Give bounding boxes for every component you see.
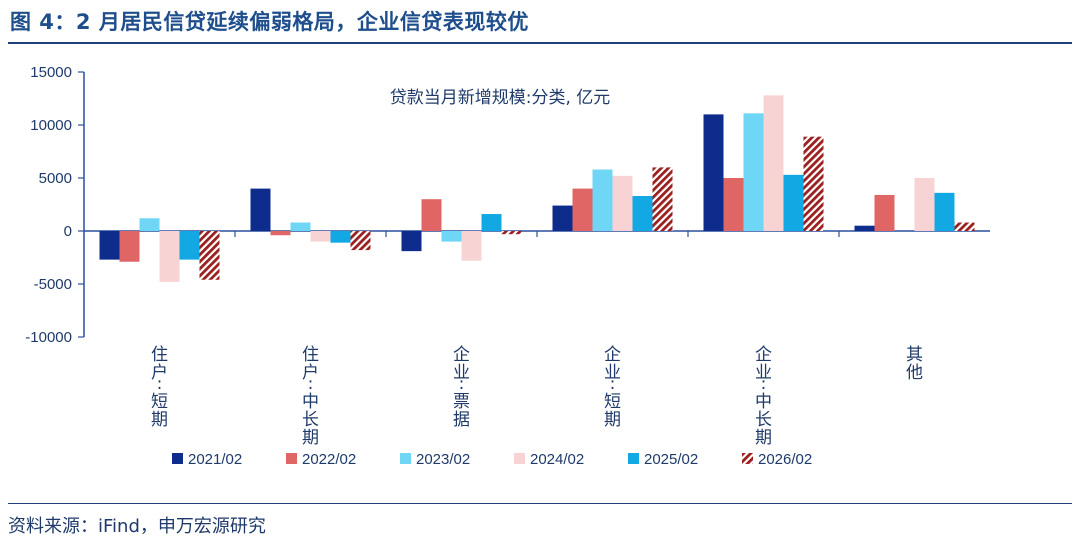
bar-2024-02-3 <box>612 175 633 231</box>
y-tick-label: -10000 <box>25 329 72 346</box>
legend-label-2025-02: 2025/02 <box>644 451 698 468</box>
bar-2025-02-3 <box>632 196 653 231</box>
bar-2024-02-5 <box>914 178 935 231</box>
x-category-label: 企业:短期 <box>604 345 621 430</box>
source-note: 资料来源：iFind，申万宏源研究 <box>8 516 266 537</box>
legend-label-2021-02: 2021/02 <box>188 451 242 468</box>
bar-chart: 贷款当月新增规模:分类, 亿元 15000 10000 5000 0 -5000 -100… <box>25 64 990 468</box>
bar-2024-02-1 <box>310 231 331 242</box>
bar-2024-02-4 <box>763 95 784 231</box>
bar-2022-02-4 <box>723 178 744 231</box>
chart-title: 贷款当月新增规模:分类, 亿元 <box>390 88 611 108</box>
bar-2026-02-4 <box>803 136 824 231</box>
footer-rule <box>8 503 1072 504</box>
bar-2026-02-3 <box>652 167 673 231</box>
bar-2023-02-3 <box>592 169 613 231</box>
legend-swatch-2025-02 <box>628 453 639 464</box>
bar-2023-02-4 <box>743 113 764 231</box>
bar-2026-02-5 <box>954 222 975 231</box>
bar-2023-02-0 <box>139 218 160 231</box>
x-category-label: 住户:短期 <box>151 345 168 430</box>
y-tick-label: 0 <box>64 223 72 240</box>
bar-2023-02-1 <box>290 222 311 231</box>
x-category-label: 住户:中长期 <box>302 345 319 448</box>
bar-2024-02-0 <box>159 231 180 282</box>
bar-2026-02-0 <box>199 231 220 280</box>
bar-2025-02-2 <box>481 214 502 231</box>
y-tick-label: -5000 <box>34 276 72 293</box>
bar-2025-02-4 <box>783 174 804 231</box>
x-category-label: 企业:票据 <box>453 345 470 430</box>
legend-label-2024-02: 2024/02 <box>530 451 584 468</box>
bar-2021-02-2 <box>401 231 422 252</box>
legend-label-2023-02: 2023/02 <box>416 451 470 468</box>
title-rule <box>8 42 1072 44</box>
bar-2022-02-1 <box>270 231 291 236</box>
x-category-label: 其他 <box>906 345 923 383</box>
bar-2021-02-5 <box>854 225 875 231</box>
legend-swatch-2023-02 <box>400 453 411 464</box>
y-tick-label: 5000 <box>39 170 72 187</box>
legend-label-2026-02: 2026/02 <box>758 451 812 468</box>
bar-2021-02-0 <box>99 231 120 260</box>
figure-title: 图 4：2 月居民信贷延续偏弱格局，企业信贷表现较优 <box>10 10 529 34</box>
bar-2021-02-3 <box>552 205 573 231</box>
legend-swatch-2024-02 <box>514 453 525 464</box>
bar-2025-02-1 <box>330 231 351 243</box>
bar-2022-02-3 <box>572 188 593 231</box>
bar-2021-02-1 <box>250 188 271 231</box>
bar-2025-02-5 <box>934 192 955 231</box>
y-tick-label: 10000 <box>30 117 72 134</box>
bar-2021-02-4 <box>703 114 724 231</box>
bar-2026-02-1 <box>350 231 371 251</box>
legend-swatch-2022-02 <box>286 453 297 464</box>
bar-2024-02-2 <box>461 231 482 261</box>
legend-swatch-2021-02 <box>172 453 183 464</box>
y-tick-label: 15000 <box>30 64 72 81</box>
bar-2025-02-0 <box>179 231 200 260</box>
legend-swatch-2026-02 <box>742 453 753 464</box>
bar-2022-02-0 <box>119 231 140 262</box>
bar-2023-02-2 <box>441 231 462 242</box>
legend-label-2022-02: 2022/02 <box>302 451 356 468</box>
bar-2022-02-2 <box>421 199 442 231</box>
x-category-label: 企业:中长期 <box>755 345 772 448</box>
bar-2026-02-2 <box>501 231 522 235</box>
bar-2022-02-5 <box>874 194 895 231</box>
